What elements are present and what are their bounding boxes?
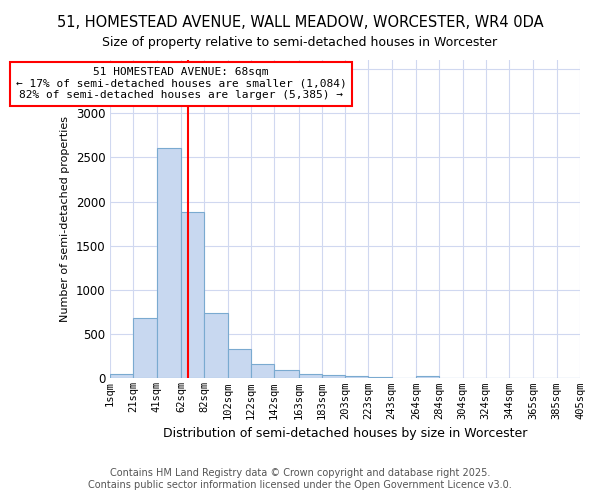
Text: 51, HOMESTEAD AVENUE, WALL MEADOW, WORCESTER, WR4 0DA: 51, HOMESTEAD AVENUE, WALL MEADOW, WORCE… bbox=[56, 15, 544, 30]
X-axis label: Distribution of semi-detached houses by size in Worcester: Distribution of semi-detached houses by … bbox=[163, 427, 527, 440]
Text: Size of property relative to semi-detached houses in Worcester: Size of property relative to semi-detach… bbox=[103, 36, 497, 49]
Bar bbox=[274, 370, 299, 378]
Bar bbox=[368, 377, 392, 378]
Bar bbox=[345, 376, 368, 378]
Bar bbox=[416, 376, 439, 378]
Bar bbox=[227, 349, 251, 378]
Bar bbox=[181, 212, 205, 378]
Bar bbox=[322, 376, 345, 378]
Bar bbox=[110, 374, 133, 378]
Bar bbox=[299, 374, 322, 378]
Bar bbox=[251, 364, 274, 378]
Bar bbox=[157, 148, 181, 378]
Text: 51 HOMESTEAD AVENUE: 68sqm
← 17% of semi-detached houses are smaller (1,084)
82%: 51 HOMESTEAD AVENUE: 68sqm ← 17% of semi… bbox=[16, 67, 346, 100]
Text: Contains HM Land Registry data © Crown copyright and database right 2025.
Contai: Contains HM Land Registry data © Crown c… bbox=[88, 468, 512, 490]
Y-axis label: Number of semi-detached properties: Number of semi-detached properties bbox=[60, 116, 70, 322]
Bar bbox=[205, 312, 227, 378]
Bar bbox=[133, 318, 157, 378]
